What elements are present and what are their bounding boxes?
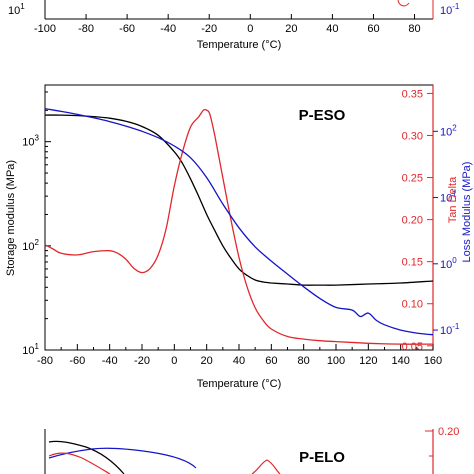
x-tick-label: 60 <box>265 355 277 367</box>
x-tick-label: 0 <box>171 355 177 367</box>
tan-delta-line <box>44 108 434 345</box>
x-tick-label: 140 <box>391 355 409 367</box>
top-x-tick-label: -100 <box>34 23 56 35</box>
top-x-tick-label: -40 <box>160 23 176 35</box>
tan-tick-label: 0.10 <box>402 299 423 311</box>
loss-tick-label: 101 <box>440 190 457 205</box>
tan-tick-label: 0.20 <box>402 215 423 227</box>
x-tick-label: 100 <box>327 355 345 367</box>
storage-modulus-ticks: 103 102 101 <box>22 91 51 357</box>
top-x-tick-label: 20 <box>285 23 297 35</box>
top-x-ticks: -100 -80 -60 -40 -20 0 20 40 60 80 <box>34 14 421 35</box>
series-lines <box>44 107 434 345</box>
bottom-tan-tick: 0.20 <box>438 426 459 438</box>
x-tick-label: 20 <box>201 355 213 367</box>
tan-tick-label: 0.30 <box>402 130 423 142</box>
top-red-fragment <box>397 0 410 7</box>
chart-title: P-ESO <box>299 107 346 124</box>
y-axis-label-tan-delta: Tan Delta <box>447 176 459 223</box>
top-x-axis-label: Temperature (°C) <box>197 39 281 51</box>
bottom-tan-line <box>48 452 111 474</box>
top-x-tick-label: 60 <box>367 23 379 35</box>
bottom-panel: 0.20 P-ELO <box>44 426 459 474</box>
top-x-tick-label: -20 <box>201 23 217 35</box>
tan-tick-label: 0.15 <box>402 257 423 269</box>
tan-delta-ticks: 0.35 0.30 0.25 0.20 0.15 0.10 0.05 <box>402 88 433 353</box>
bottom-loss-line <box>48 447 197 469</box>
main-panel: -80 -60 -40 -20 0 20 40 60 80 100 120 140 160 103 102… <box>5 84 473 390</box>
y-tick-label: 101 <box>22 342 39 357</box>
top-x-tick-label: 40 <box>326 23 338 35</box>
top-panel: -100 -80 -60 -40 -20 0 20 40 60 80 101 10-1 Tempe… <box>8 0 460 51</box>
loss-modulus-line <box>44 107 434 336</box>
bottom-tan-peak <box>251 459 281 474</box>
loss-tick-label: 10-1 <box>440 322 460 337</box>
x-tick-label: -60 <box>69 355 85 367</box>
x-axis-label: Temperature (°C) <box>197 378 281 390</box>
x-tick-label: 120 <box>359 355 377 367</box>
x-ticks: -80 -60 -40 -20 0 20 40 60 80 100 120 140 160 <box>37 344 442 367</box>
top-right-tick: 10-1 <box>440 2 460 17</box>
loss-tick-label: 100 <box>440 256 457 271</box>
bottom-chart-title: P-ELO <box>299 449 345 466</box>
x-tick-label: 40 <box>233 355 245 367</box>
loss-tick-label: 102 <box>440 123 457 138</box>
top-x-tick-label: 80 <box>408 23 420 35</box>
tan-tick-label: 0.05 <box>402 341 423 353</box>
top-x-tick-label: 0 <box>247 23 253 35</box>
x-tick-label: 80 <box>298 355 310 367</box>
top-x-tick-label: -60 <box>119 23 135 35</box>
y-tick-label: 103 <box>22 134 39 149</box>
bottom-storage-line <box>48 440 125 474</box>
y-tick-label: 102 <box>22 238 39 253</box>
x-tick-label: -20 <box>134 355 150 367</box>
tan-tick-label: 0.35 <box>402 88 423 100</box>
y-axis-label-loss-modulus: Loss Modulus (MPa) <box>461 162 473 263</box>
top-left-tick: 101 <box>8 2 25 17</box>
top-x-tick-label: -80 <box>78 23 94 35</box>
tan-tick-label: 0.25 <box>402 173 423 185</box>
x-tick-label: 160 <box>424 355 442 367</box>
x-tick-label: -80 <box>37 355 53 367</box>
plot-frame <box>44 84 434 351</box>
y-axis-label-storage: Storage modulus (MPa) <box>5 160 17 276</box>
x-tick-label: -40 <box>102 355 118 367</box>
storage-modulus-line <box>44 114 434 286</box>
loss-modulus-ticks: 102 101 100 10-1 <box>433 123 460 337</box>
